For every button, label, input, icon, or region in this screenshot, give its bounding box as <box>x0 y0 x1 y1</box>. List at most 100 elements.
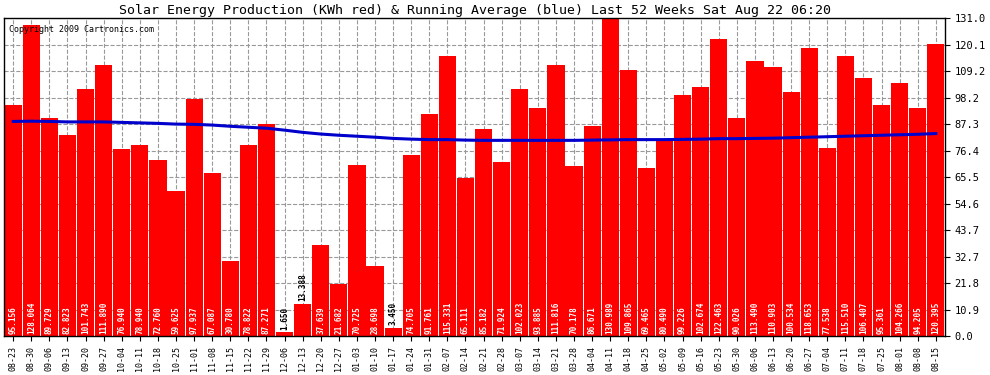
Bar <box>366 267 383 336</box>
Text: 82.823: 82.823 <box>63 306 72 334</box>
Bar <box>746 61 763 336</box>
Text: 87.271: 87.271 <box>262 306 271 334</box>
Text: 91.761: 91.761 <box>425 306 434 334</box>
Bar <box>113 150 131 336</box>
Bar <box>854 78 872 336</box>
Text: 78.940: 78.940 <box>136 306 145 334</box>
Bar <box>909 108 927 336</box>
Bar <box>655 141 673 336</box>
Bar <box>692 87 709 336</box>
Text: 85.182: 85.182 <box>479 306 488 334</box>
Text: 69.465: 69.465 <box>642 306 650 334</box>
Bar <box>204 173 221 336</box>
Bar <box>23 26 40 336</box>
Text: 95.156: 95.156 <box>9 306 18 334</box>
Bar <box>348 165 365 336</box>
Text: 21.682: 21.682 <box>335 306 344 334</box>
Text: 120.395: 120.395 <box>932 301 940 334</box>
Bar <box>149 160 166 336</box>
Bar <box>801 48 818 336</box>
Text: 113.490: 113.490 <box>750 301 759 334</box>
Bar <box>928 44 944 336</box>
Text: 115.510: 115.510 <box>841 301 849 334</box>
Text: 86.671: 86.671 <box>588 306 597 334</box>
Text: 101.743: 101.743 <box>81 301 90 334</box>
Text: 71.924: 71.924 <box>497 306 506 334</box>
Bar <box>530 108 546 336</box>
Bar <box>58 135 76 336</box>
Text: 37.639: 37.639 <box>316 306 326 334</box>
Bar <box>312 245 330 336</box>
Text: 59.625: 59.625 <box>171 306 180 334</box>
Text: 111.890: 111.890 <box>99 301 108 334</box>
Bar <box>167 192 184 336</box>
Bar <box>5 105 22 336</box>
Text: 102.023: 102.023 <box>515 301 525 334</box>
Bar <box>891 83 908 336</box>
Bar <box>384 328 402 336</box>
Bar <box>95 65 112 336</box>
Text: 115.331: 115.331 <box>443 301 451 334</box>
Text: 90.026: 90.026 <box>733 306 742 334</box>
Text: 104.266: 104.266 <box>895 301 904 334</box>
Text: Copyright 2009 Cartronics.com: Copyright 2009 Cartronics.com <box>9 25 153 34</box>
Text: 77.538: 77.538 <box>823 306 832 334</box>
Bar <box>782 92 800 336</box>
Bar <box>873 105 890 336</box>
Bar <box>764 67 781 336</box>
Bar <box>511 88 529 336</box>
Bar <box>565 166 582 336</box>
Text: 130.989: 130.989 <box>606 301 615 334</box>
Bar <box>294 304 311 336</box>
Text: 118.653: 118.653 <box>805 301 814 334</box>
Text: 65.111: 65.111 <box>461 306 470 334</box>
Bar <box>710 39 728 336</box>
Text: 94.205: 94.205 <box>913 306 923 334</box>
Bar <box>439 56 456 336</box>
Text: 13.388: 13.388 <box>298 273 307 301</box>
Text: 106.407: 106.407 <box>859 301 868 334</box>
Bar <box>475 129 492 336</box>
Bar <box>331 284 347 336</box>
Text: 110.903: 110.903 <box>768 301 777 334</box>
Text: 99.226: 99.226 <box>678 306 687 334</box>
Text: 111.816: 111.816 <box>551 301 560 334</box>
Bar <box>729 118 745 336</box>
Text: 93.885: 93.885 <box>534 306 543 334</box>
Text: 3.450: 3.450 <box>389 302 398 326</box>
Text: 70.725: 70.725 <box>352 306 361 334</box>
Text: 70.178: 70.178 <box>569 306 578 334</box>
Text: 1.650: 1.650 <box>280 306 289 330</box>
Text: 76.940: 76.940 <box>117 306 127 334</box>
Text: 102.674: 102.674 <box>696 301 705 334</box>
Bar <box>222 261 239 336</box>
Text: 122.463: 122.463 <box>714 301 724 334</box>
Bar <box>583 126 601 336</box>
Text: 109.865: 109.865 <box>624 301 633 334</box>
Text: 28.698: 28.698 <box>370 306 379 334</box>
Title: Solar Energy Production (KWh red) & Running Average (blue) Last 52 Weeks Sat Aug: Solar Energy Production (KWh red) & Runn… <box>119 4 831 17</box>
Text: 89.729: 89.729 <box>45 306 53 334</box>
Text: 74.705: 74.705 <box>407 306 416 334</box>
Bar <box>185 99 203 336</box>
Bar <box>837 56 854 336</box>
Bar <box>41 118 58 336</box>
Bar <box>403 155 420 336</box>
Bar <box>77 89 94 336</box>
Bar <box>674 95 691 336</box>
Text: 72.760: 72.760 <box>153 306 162 334</box>
Bar <box>276 332 293 336</box>
Bar <box>638 168 655 336</box>
Text: 95.361: 95.361 <box>877 306 886 334</box>
Text: 128.064: 128.064 <box>27 301 36 334</box>
Text: 78.822: 78.822 <box>244 306 252 334</box>
Text: 97.937: 97.937 <box>190 306 199 334</box>
Bar <box>819 148 836 336</box>
Bar <box>620 70 637 336</box>
Text: 30.780: 30.780 <box>226 306 235 334</box>
Bar <box>493 162 510 336</box>
Bar <box>547 65 564 336</box>
Bar <box>421 114 438 336</box>
Text: 67.087: 67.087 <box>208 306 217 334</box>
Bar <box>602 18 619 336</box>
